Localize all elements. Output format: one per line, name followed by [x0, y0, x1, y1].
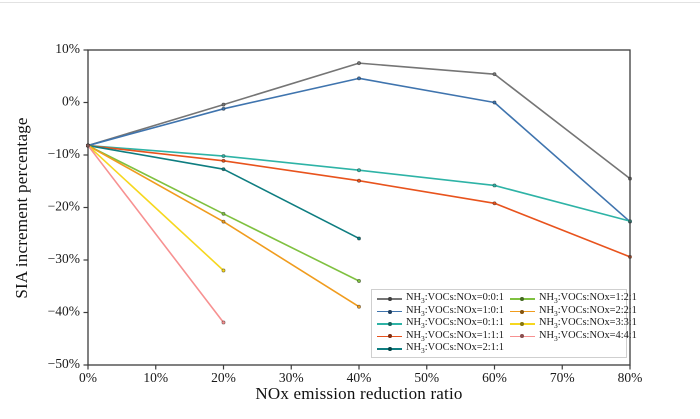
data-point-marker [357, 61, 361, 66]
legend-item: NH3:VOCs:NOx=4:4:1 [509, 329, 637, 343]
legend-item: NH3:VOCs:NOx=1:1:1 [377, 330, 504, 342]
data-point-marker [221, 320, 226, 325]
data-point-marker [492, 100, 497, 105]
legend-label: NH3:VOCs:NOx=0:0:1 [406, 292, 504, 306]
legend-label: NH3:VOCs:NOx=3:3:1 [538, 317, 637, 331]
x-axis-title: NOx emission reduction ratio [255, 384, 463, 403]
data-point-marker [221, 219, 226, 224]
top-divider [0, 2, 700, 3]
legend-item: NH3:VOCs:NOx=2:1:1 [377, 342, 504, 356]
y-axis-tick-label: −30% [48, 251, 80, 266]
data-point-marker [357, 168, 361, 173]
legend-label: NH3:VOCs:NOx=2:2:1 [538, 304, 637, 318]
data-point-marker [357, 178, 361, 183]
series-line-9 [87, 144, 225, 324]
data-point-marker [221, 167, 226, 172]
x-axis-tick-label: 30% [279, 370, 304, 385]
plot-frame [87, 49, 631, 366]
x-axis-tick-label: 10% [143, 370, 168, 385]
data-point-marker [492, 183, 497, 188]
legend-label: NH3:VOCs:NOx=0:1:1 [406, 317, 504, 331]
y-axis-tick-label: −40% [48, 304, 80, 319]
x-axis-tick-label: 80% [618, 370, 643, 385]
data-point-marker [221, 158, 226, 163]
x-axis-tick-label: 50% [414, 370, 439, 385]
data-point-marker [492, 72, 497, 77]
series-line-1 [87, 62, 631, 180]
legend-item: NH3:VOCs:NOx=1:2:1 [509, 292, 637, 306]
legend-line-swatch [377, 308, 402, 316]
legend-label: NH3:VOCs:NOx=4:4:1 [538, 329, 637, 343]
data-point-marker [357, 236, 361, 241]
legend-item: NH3:VOCs:NOx=1:0:1 [377, 305, 504, 317]
legend-item: NH3:VOCs:NOx=0:0:1 [377, 293, 504, 305]
x-axis-tick-label: 60% [482, 370, 507, 385]
legend-label: NH3:VOCs:NOx=1:2:1 [538, 292, 637, 306]
legend-item: NH3:VOCs:NOx=2:2:1 [509, 304, 637, 318]
y-axis-title: SIA increment percentage [12, 117, 31, 299]
series-line-3 [87, 144, 631, 222]
data-point-marker [357, 279, 361, 283]
data-point-marker [492, 201, 497, 206]
data-point-marker [357, 76, 361, 81]
legend-label: NH3:VOCs:NOx=1:0:1 [406, 304, 504, 318]
series-line-8 [87, 144, 225, 272]
y-axis-tick-label: −50% [48, 356, 80, 371]
legend-line-swatch [377, 295, 402, 303]
y-axis-tick-label: −10% [48, 146, 80, 161]
y-axis-tick-label: 10% [55, 41, 80, 56]
legend-item: NH3:VOCs:NOx=0:1:1 [377, 318, 504, 330]
legend-line-swatch [509, 320, 535, 328]
x-axis-tick-label: 20% [211, 370, 236, 385]
data-point-marker [221, 106, 226, 111]
legend-line-swatch [377, 345, 402, 353]
legend-label: NH3:VOCs:NOx=2:1:1 [406, 342, 504, 356]
data-point-marker [221, 268, 226, 273]
y-axis-tick-label: 0% [62, 94, 80, 109]
data-point-marker [221, 211, 226, 216]
data-point-marker [221, 154, 226, 158]
legend-label: NH3:VOCs:NOx=1:1:1 [406, 329, 504, 343]
legend-item: NH3:VOCs:NOx=3:3:1 [509, 317, 637, 331]
x-axis-tick-label: 70% [550, 370, 575, 385]
legend-line-swatch [509, 295, 535, 303]
chart-legend: NH3:VOCs:NOx=0:0:1 NH3:VOCs:NOx=1:0:1 NH3:… [371, 289, 637, 358]
legend-line-swatch [377, 320, 402, 328]
y-axis-tick-label: −20% [48, 199, 80, 214]
x-axis-tick-label: 0% [79, 370, 97, 385]
legend-line-swatch [509, 308, 535, 316]
data-point-marker [357, 304, 361, 309]
legend-line-swatch [377, 332, 402, 340]
legend-line-swatch [509, 332, 535, 340]
x-axis-tick-label: 40% [347, 370, 372, 385]
data-point-marker [221, 102, 226, 107]
